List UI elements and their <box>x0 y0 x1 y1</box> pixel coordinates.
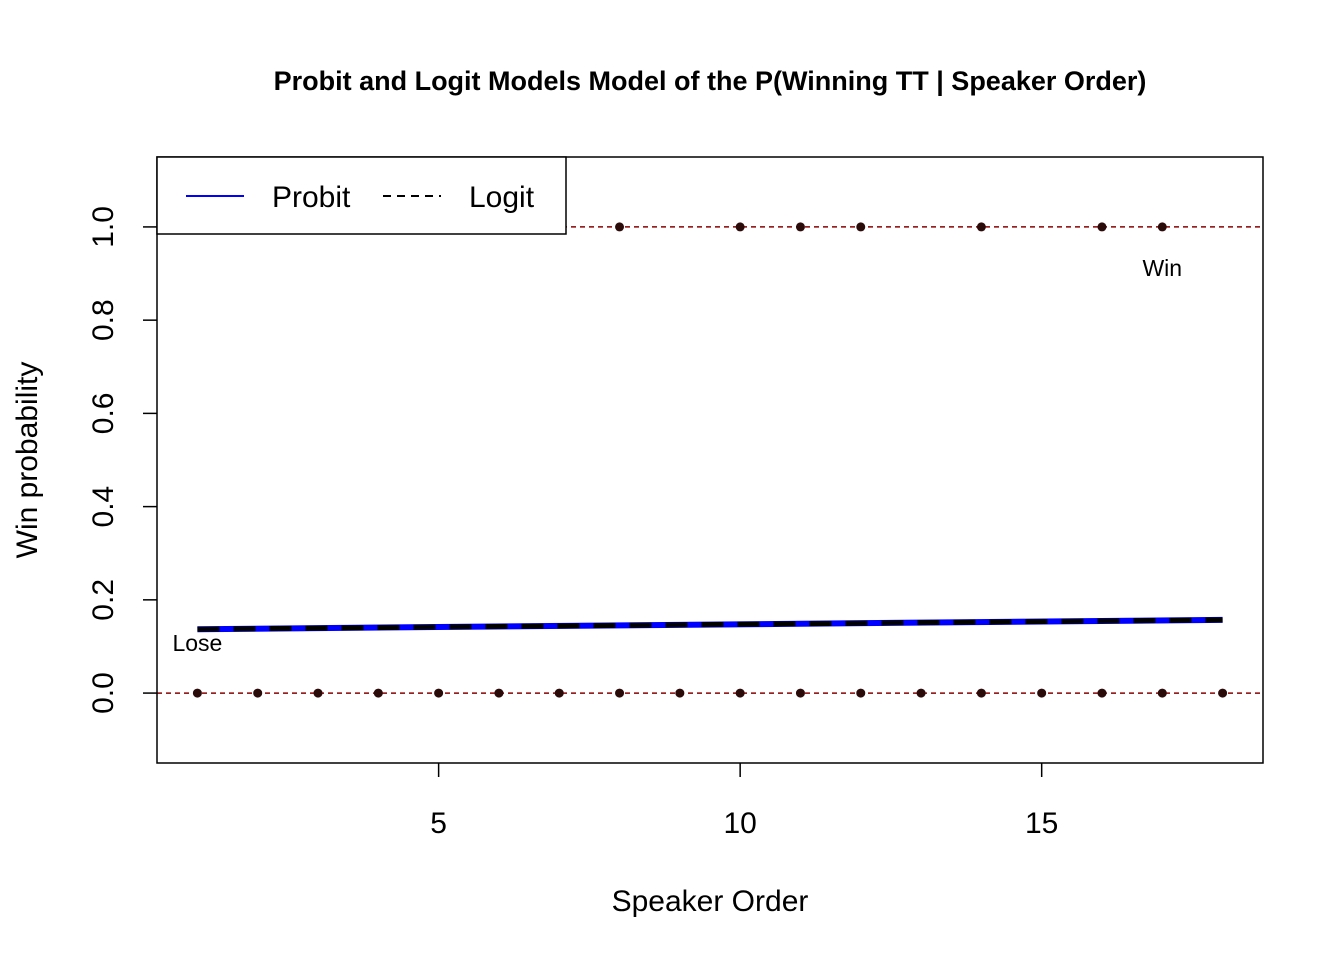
data-point <box>1218 688 1228 698</box>
data-point <box>795 688 805 698</box>
y-tick-label-5: 1.0 <box>87 206 120 248</box>
x-tick-label-2: 15 <box>1025 807 1058 840</box>
data-point <box>494 688 504 698</box>
data-point <box>1157 222 1167 232</box>
y-tick-label-4: 0.8 <box>87 299 120 341</box>
annotations: Lose Win <box>172 255 1182 656</box>
data-point <box>615 688 625 698</box>
data-point <box>795 222 805 232</box>
annotation-win: Win <box>1142 255 1182 281</box>
data-point <box>856 688 866 698</box>
data-point <box>615 222 625 232</box>
y-tick-label-0: 0.0 <box>87 672 120 714</box>
data-point <box>434 688 444 698</box>
legend: Probit Logit <box>156 156 567 235</box>
data-point <box>1097 222 1107 232</box>
series-layer <box>197 616 1223 633</box>
data-point <box>735 688 745 698</box>
x-axis: 5 10 15 <box>430 763 1058 840</box>
points-layer <box>192 222 1228 698</box>
data-point <box>373 688 383 698</box>
data-point <box>1157 688 1167 698</box>
data-point <box>856 222 866 232</box>
data-point <box>313 688 323 698</box>
x-tick-label-1: 10 <box>723 807 756 840</box>
plot-area-border <box>156 156 1264 764</box>
y-tick-label-3: 0.6 <box>87 393 120 435</box>
data-point <box>976 222 986 232</box>
legend-label-probit: Probit <box>272 181 351 214</box>
y-axis: 0.0 0.2 0.4 0.6 0.8 1.0 <box>87 206 157 714</box>
y-tick-label-2: 0.4 <box>87 486 120 528</box>
data-point <box>192 688 202 698</box>
x-axis-label: Speaker Order <box>612 885 809 918</box>
data-point <box>1097 688 1107 698</box>
legend-label-logit: Logit <box>469 181 535 214</box>
chart-title: Probit and Logit Models Model of the P(W… <box>274 66 1147 96</box>
data-point <box>1037 688 1047 698</box>
x-tick-label-0: 5 <box>430 807 447 840</box>
data-point <box>735 222 745 232</box>
data-point <box>916 688 926 698</box>
series-line-logit <box>197 617 1223 632</box>
annotation-lose: Lose <box>172 630 222 656</box>
data-point <box>253 688 263 698</box>
data-point <box>554 688 564 698</box>
data-point <box>976 688 986 698</box>
y-axis-label: Win probability <box>11 362 44 559</box>
y-tick-label-1: 0.2 <box>87 579 120 621</box>
data-point <box>675 688 685 698</box>
